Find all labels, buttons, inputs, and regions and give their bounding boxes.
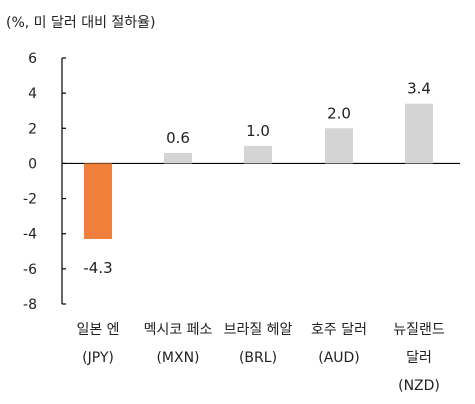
x-tick-label: (AUD) [318,350,360,366]
y-tick-label: 0 [28,156,37,172]
bars [84,103,433,239]
x-tick-label: 브라질 헤알 [224,322,293,338]
value-label: 1.0 [246,122,270,140]
x-tick-label: (NZD) [398,378,440,394]
unit-label: (%, 미 달러 대비 절하율) [6,15,156,31]
value-label: 2.0 [327,104,351,122]
x-tick-label: 뉴질랜드 [393,322,445,338]
bar [244,145,272,164]
axes: 6 4 2 0 -2 -4 -6 -8 [23,51,460,313]
bar [164,152,192,164]
x-tick-label: 멕시코 페소 [144,322,213,338]
y-tick-label: 6 [28,51,37,67]
y-tick-label: -4 [23,227,37,243]
bar [405,103,433,164]
x-tick-label: 호주 달러 [311,322,367,338]
labels: -4.3 0.6 1.0 2.0 3.4 일본 엔 (JPY) 멕시코 페소 (MXN) 브라질 … [76,80,444,394]
y-tick-label: 4 [28,86,37,102]
x-tick-label: (JPY) [82,350,114,366]
bar [84,163,112,239]
y-tick-label: 2 [28,121,37,137]
value-label: 3.4 [407,80,431,98]
bar [325,128,353,164]
y-tick-label: -6 [23,262,37,278]
y-tick-label: -2 [23,192,37,208]
x-tick-label: (BRL) [239,350,277,366]
value-label: -4.3 [83,259,112,277]
value-label: 0.6 [166,129,190,147]
y-tick-label: -8 [23,297,37,313]
x-tick-label: 달러 [406,350,432,366]
x-tick-label: 일본 엔 [76,322,119,338]
x-tick-label: (MXN) [156,350,199,366]
